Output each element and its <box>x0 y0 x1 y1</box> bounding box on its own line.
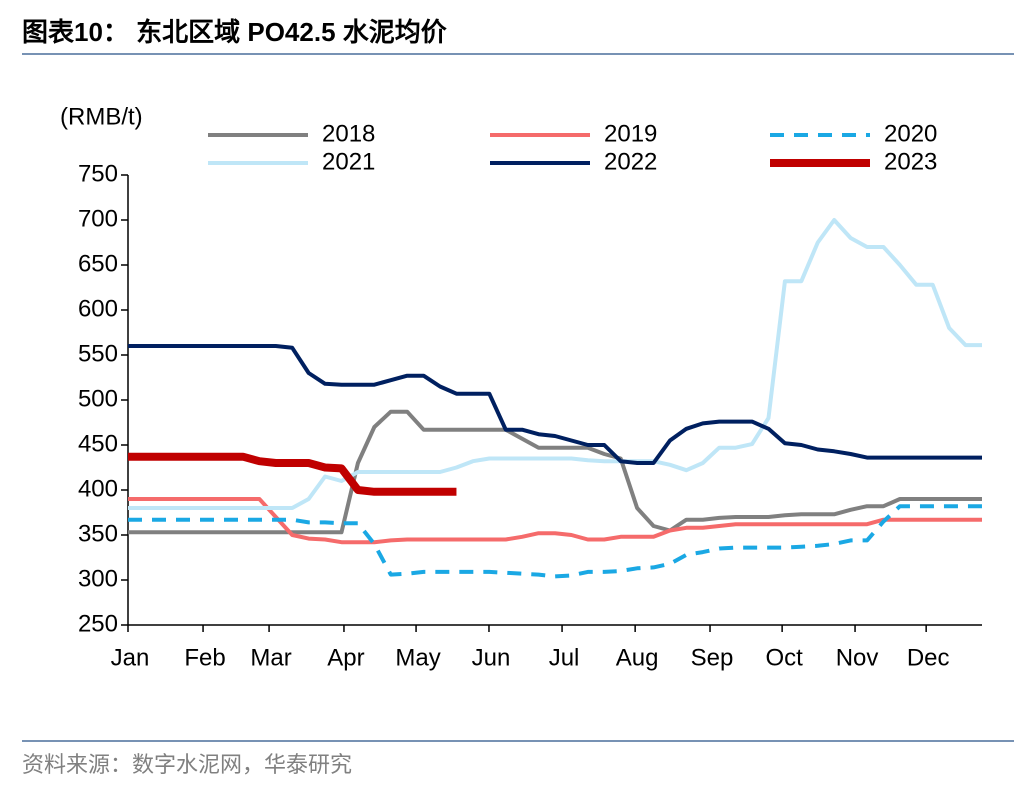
series-line <box>128 409 982 535</box>
y-tick-label: 300 <box>78 565 118 592</box>
source: 资料来源：数字水泥网，华泰研究 <box>22 752 352 777</box>
x-tick-label: Aug <box>616 644 659 671</box>
y-tick-label: 450 <box>78 430 118 457</box>
legend-label: 2021 <box>322 148 375 175</box>
series-line <box>128 344 982 465</box>
x-tick-label: Jan <box>111 644 150 671</box>
series-line <box>128 452 457 496</box>
x-tick-label: Jul <box>549 644 580 671</box>
y-tick-label: 650 <box>78 250 118 277</box>
y-tick-label: 550 <box>78 340 118 367</box>
x-tick-label: Oct <box>765 644 803 671</box>
x-tick-label: Dec <box>907 644 950 671</box>
y-tick-label: 400 <box>78 475 118 502</box>
y-tick-label: 500 <box>78 385 118 412</box>
legend-label: 2018 <box>322 120 375 147</box>
series-line <box>128 497 982 545</box>
legend-label: 2019 <box>604 120 657 147</box>
y-axis-label: (RMB/t) <box>60 103 143 130</box>
series-line <box>128 504 982 579</box>
y-tick-label: 250 <box>78 610 118 637</box>
x-tick-label: Jun <box>472 644 511 671</box>
x-tick-label: Apr <box>327 644 364 671</box>
x-tick-label: Feb <box>184 644 225 671</box>
legend-label: 2020 <box>884 120 937 147</box>
series-line <box>128 218 982 510</box>
legend-label: 2023 <box>884 148 937 175</box>
legend-label: 2022 <box>604 148 657 175</box>
y-tick-label: 750 <box>78 160 118 187</box>
x-tick-label: Sep <box>691 644 734 671</box>
chart-title: 图表10： 东北区域 PO42.5 水泥均价 <box>22 17 448 47</box>
x-tick-label: Mar <box>250 644 291 671</box>
x-tick-label: Nov <box>836 644 879 671</box>
x-tick-label: May <box>395 644 440 671</box>
y-tick-label: 600 <box>78 295 118 322</box>
y-tick-label: 700 <box>78 205 118 232</box>
y-tick-label: 350 <box>78 520 118 547</box>
